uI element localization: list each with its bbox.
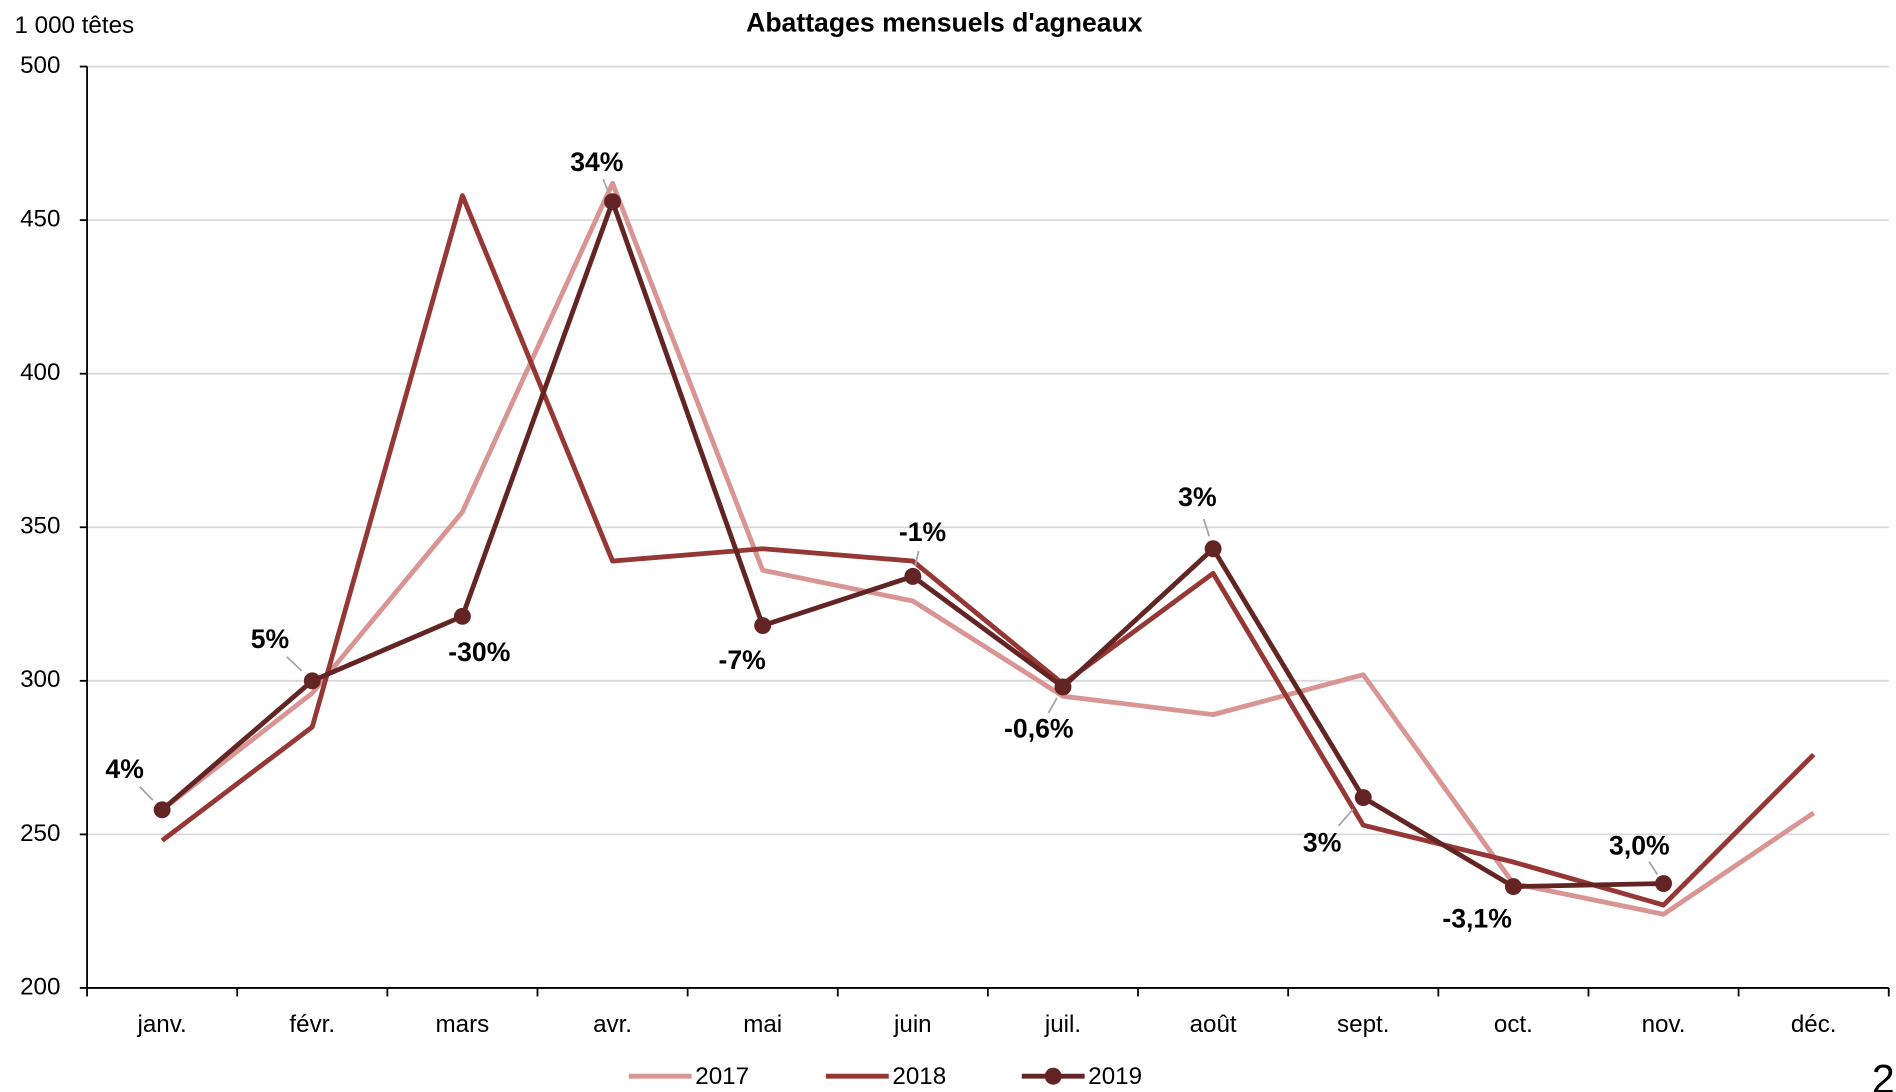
x-tick-label: janv. <box>136 1011 186 1038</box>
leader-line <box>286 656 303 672</box>
point <box>1354 789 1372 806</box>
leader-line <box>138 785 154 801</box>
point <box>1504 878 1522 896</box>
x-tick-label: nov. <box>1642 1011 1686 1038</box>
point <box>153 801 171 819</box>
leader-line <box>1202 518 1211 537</box>
point <box>1204 540 1222 558</box>
page-number: 2 <box>1872 1056 1895 1092</box>
x-tick-label: août <box>1190 1011 1237 1038</box>
annotation: -30% <box>448 637 510 667</box>
annotation: 3% <box>1303 828 1341 858</box>
series-line <box>160 180 1816 917</box>
point <box>1655 875 1672 892</box>
x-tick-label: juin <box>893 1011 932 1038</box>
point <box>904 567 922 585</box>
legend-label: 2018 <box>892 1063 946 1090</box>
leader-line <box>1648 861 1659 875</box>
y-tick-label: 250 <box>20 820 60 847</box>
x-tick-label: oct. <box>1494 1011 1533 1038</box>
x-tick-label: sept. <box>1337 1011 1389 1038</box>
point <box>604 193 622 211</box>
y-tick-label: 450 <box>20 206 60 233</box>
annotation: -1% <box>899 517 946 547</box>
y-tick-label: 500 <box>20 52 60 79</box>
x-tick-label: févr. <box>289 1011 335 1038</box>
leader-line <box>602 178 610 193</box>
leader-line <box>1337 808 1354 827</box>
x-tick-label: avr. <box>593 1011 632 1038</box>
point <box>303 672 321 690</box>
legend-label: 2017 <box>695 1063 749 1090</box>
y-tick-label: 300 <box>20 666 60 693</box>
series-line <box>160 193 1816 908</box>
x-tick-label: mars <box>436 1011 490 1038</box>
y-tick-label: 350 <box>20 513 60 540</box>
x-tick-label: mai <box>743 1011 782 1038</box>
y-axis-label: 1 000 têtes <box>15 12 135 39</box>
point <box>754 617 772 635</box>
x-tick-label: juil. <box>1044 1011 1081 1038</box>
annotation: 5% <box>251 624 289 654</box>
annotation: 3% <box>1178 482 1216 512</box>
point <box>453 607 471 625</box>
x-tick-label: déc. <box>1791 1011 1837 1038</box>
annotation: -3,1% <box>1442 903 1511 933</box>
annotation: -7% <box>718 645 765 675</box>
annotation: 34% <box>570 147 623 177</box>
leader-line <box>1047 697 1058 714</box>
chart-title: Abattages mensuels d'agneaux <box>746 7 1143 37</box>
legend-marker <box>1044 1067 1062 1085</box>
leader-line <box>914 550 920 567</box>
y-tick-label: 200 <box>20 973 60 1000</box>
annotation: -0,6% <box>1004 714 1073 744</box>
y-tick-label: 400 <box>20 359 60 386</box>
annotation: 4% <box>105 754 143 784</box>
legend-label: 2019 <box>1088 1063 1142 1090</box>
point <box>1054 678 1072 696</box>
annotation: 3,0% <box>1609 830 1670 860</box>
